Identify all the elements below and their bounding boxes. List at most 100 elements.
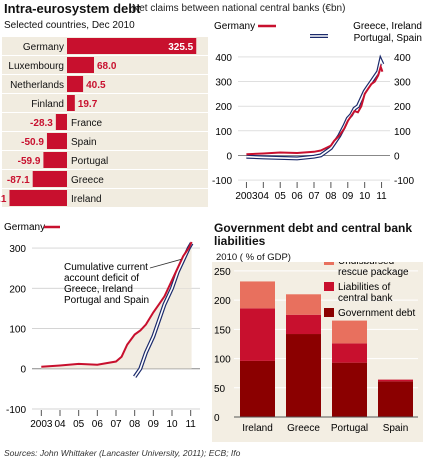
bar-value-label: 325.5 bbox=[168, 42, 193, 53]
legend-label: Undisbursed bbox=[338, 262, 394, 267]
stacked-bar-segment bbox=[332, 320, 367, 344]
bar-category-label: Luxembourg bbox=[8, 61, 64, 72]
y-tick-label: -100 bbox=[212, 176, 232, 187]
x-tick-label: 07 bbox=[308, 191, 320, 200]
x-tick-label: 11 bbox=[376, 191, 387, 200]
series-germany-line bbox=[41, 241, 193, 368]
y-tick-label: 200 bbox=[215, 102, 232, 113]
legend-swatch bbox=[324, 308, 334, 317]
legend-swatch bbox=[324, 282, 334, 291]
x-tick-label: 2003 bbox=[30, 419, 53, 430]
legend-gips-label-2: Portugal, Spain bbox=[354, 33, 422, 44]
page-subtitle: Net claims between national central bank… bbox=[132, 3, 346, 14]
x-category-label: Ireland bbox=[242, 423, 273, 434]
y-tick-label: 300 bbox=[9, 244, 26, 255]
legend-label: central bank bbox=[338, 293, 393, 304]
y-tick-label: 200 bbox=[9, 284, 26, 295]
annotation-leader bbox=[149, 258, 182, 269]
bar-category-label: Greece bbox=[71, 175, 104, 186]
stacked-bar-segment bbox=[332, 362, 367, 417]
legend-gips-label-1: Greece, Ireland bbox=[353, 21, 422, 32]
x-category-label: Greece bbox=[287, 423, 320, 434]
legend-label: rescue package bbox=[338, 267, 409, 278]
bar bbox=[43, 152, 67, 168]
annotation-line: account deficit of bbox=[64, 273, 139, 284]
bar-value-label: -146.1 bbox=[0, 194, 7, 205]
bar-value-label: 68.0 bbox=[97, 61, 117, 72]
x-tick-label: 08 bbox=[325, 191, 337, 200]
x-tick-label: 05 bbox=[275, 191, 287, 200]
x-tick-label: 10 bbox=[359, 191, 371, 200]
y-tick-label: -100 bbox=[6, 405, 26, 416]
bar bbox=[46, 133, 67, 149]
x-tick-label: 2003 bbox=[235, 191, 258, 200]
x-tick-label: 08 bbox=[129, 419, 141, 430]
annotation-line: Portugal and Spain bbox=[64, 295, 149, 306]
bar bbox=[67, 76, 84, 92]
x-category-label: Spain bbox=[383, 423, 409, 434]
legend-germany-label: Germany bbox=[214, 21, 255, 32]
stacked-bar-segment bbox=[286, 294, 321, 315]
series-gips-line-inner bbox=[246, 58, 384, 160]
stacked-bar-segment bbox=[378, 381, 413, 417]
bar-value-label: -50.9 bbox=[21, 137, 44, 148]
y-tick-label: 100 bbox=[394, 127, 411, 138]
y-tick-label: 0 bbox=[20, 365, 26, 376]
x-tick-label: 09 bbox=[148, 419, 160, 430]
bar-category-label: Netherlands bbox=[10, 80, 64, 91]
x-tick-label: 10 bbox=[166, 419, 178, 430]
bar bbox=[55, 114, 67, 130]
x-tick-label: 09 bbox=[342, 191, 354, 200]
y-tick-label: 100 bbox=[9, 325, 26, 336]
bar bbox=[67, 95, 75, 111]
y-tick-label: 0 bbox=[214, 413, 220, 424]
y-tick-label: 150 bbox=[214, 325, 231, 336]
y-tick-label: -100 bbox=[394, 176, 414, 187]
debt-chart-title: Government debt and central bank liabili… bbox=[214, 221, 413, 248]
y-tick-label: 100 bbox=[215, 127, 232, 138]
stacked-bar-segment bbox=[240, 281, 275, 309]
x-tick-label: 05 bbox=[73, 419, 85, 430]
x-tick-label: 07 bbox=[110, 419, 122, 430]
annotation-line: Greece, Ireland bbox=[64, 284, 133, 295]
bar-row-bg bbox=[2, 75, 208, 93]
bar bbox=[67, 57, 94, 73]
y-tick-label: 300 bbox=[215, 78, 232, 89]
y-tick-label: 50 bbox=[214, 384, 226, 395]
x-category-label: Portugal bbox=[331, 423, 368, 434]
y-tick-label: 100 bbox=[214, 355, 231, 366]
y-tick-label: 0 bbox=[226, 151, 232, 162]
deficit-line-chart: Germany -100 0 100 200 300 2003 04 05 06 07 08 09 10 1… bbox=[4, 222, 200, 430]
x-tick-label: 04 bbox=[258, 191, 270, 200]
x-tick-label: 11 bbox=[185, 419, 196, 430]
y-tick-label: 400 bbox=[215, 53, 232, 64]
bar-chart-title: Selected countries, Dec 2010 bbox=[4, 20, 135, 31]
legend-label: Government debt bbox=[338, 308, 415, 319]
series-germany-line bbox=[246, 63, 384, 156]
annotation-line: Cumulative current bbox=[64, 262, 148, 273]
bar-value-label: -59.9 bbox=[18, 156, 41, 167]
stacked-bar-segment bbox=[286, 314, 321, 335]
bar-value-label: -28.3 bbox=[30, 118, 53, 129]
bar-category-label: France bbox=[71, 118, 103, 129]
page-title: Intra-eurosystem debt bbox=[4, 1, 141, 16]
series-deficit-line-inner bbox=[134, 242, 193, 378]
bar-row-bg bbox=[2, 56, 208, 74]
bar-row-bg bbox=[2, 94, 208, 112]
bar bbox=[67, 38, 197, 54]
debt-chart-unit: 2010 ( % of GDP) bbox=[216, 252, 291, 263]
bar-value-label: 40.5 bbox=[86, 80, 106, 91]
y-tick-label: 200 bbox=[394, 102, 411, 113]
y-tick-label: 300 bbox=[394, 78, 411, 89]
bar-category-label: Finland bbox=[31, 99, 64, 110]
bar-category-label: Spain bbox=[71, 137, 97, 148]
y-tick-label: 250 bbox=[214, 267, 231, 278]
y-tick-label: 400 bbox=[394, 53, 411, 64]
legend-label: Liabilities of bbox=[338, 282, 390, 293]
stacked-bar-segment bbox=[286, 334, 321, 417]
bar-category-label: Germany bbox=[23, 42, 64, 53]
x-tick-label: 04 bbox=[54, 419, 66, 430]
legend-swatch bbox=[324, 262, 334, 265]
bar-category-label: Ireland bbox=[71, 194, 102, 205]
